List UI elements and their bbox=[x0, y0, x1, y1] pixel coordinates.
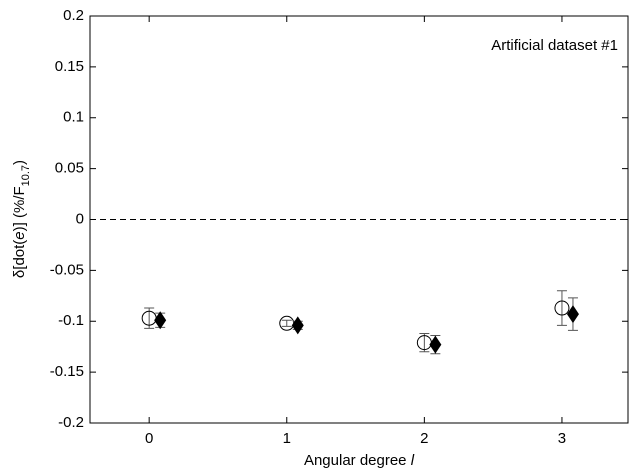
x-tick-label: 1 bbox=[283, 430, 291, 447]
error-bar bbox=[556, 290, 567, 326]
y-tick-label: 0.2 bbox=[63, 7, 84, 24]
y-label-part: 10.7 bbox=[20, 165, 32, 186]
y-axis-label: δ[dot(e)] (%/F10.7) bbox=[11, 160, 32, 278]
marker bbox=[566, 305, 579, 324]
error-bar bbox=[281, 319, 292, 327]
y-tick-label: -0.05 bbox=[50, 261, 84, 278]
x-label-part: l bbox=[411, 452, 415, 469]
annotation: Artificial dataset #1 bbox=[491, 37, 618, 54]
x-tick-label: 0 bbox=[145, 430, 153, 447]
y-tick-label: -0.2 bbox=[58, 414, 84, 431]
error-bar bbox=[419, 332, 430, 353]
marker bbox=[291, 316, 304, 335]
y-label-part: e bbox=[11, 231, 28, 239]
y-tick-label: 0 bbox=[76, 210, 84, 227]
x-tick-label: 3 bbox=[558, 430, 566, 447]
y-tick-label: 0.15 bbox=[55, 58, 84, 75]
y-label-part: )] (%/F bbox=[11, 186, 28, 231]
marker bbox=[154, 311, 167, 330]
y-label-part: ) bbox=[11, 160, 28, 165]
y-tick-label: -0.1 bbox=[58, 312, 84, 329]
marker bbox=[554, 300, 570, 316]
x-axis-label: Angular degree l bbox=[304, 452, 415, 469]
x-label-part: Angular degree bbox=[304, 452, 411, 469]
x-tick-label: 2 bbox=[420, 430, 428, 447]
y-label-part: δ[dot( bbox=[11, 240, 28, 278]
y-tick-label: -0.15 bbox=[50, 363, 84, 380]
y-tick-label: 0.05 bbox=[55, 160, 84, 177]
y-tick-label: 0.1 bbox=[63, 109, 84, 126]
marker bbox=[429, 335, 442, 354]
